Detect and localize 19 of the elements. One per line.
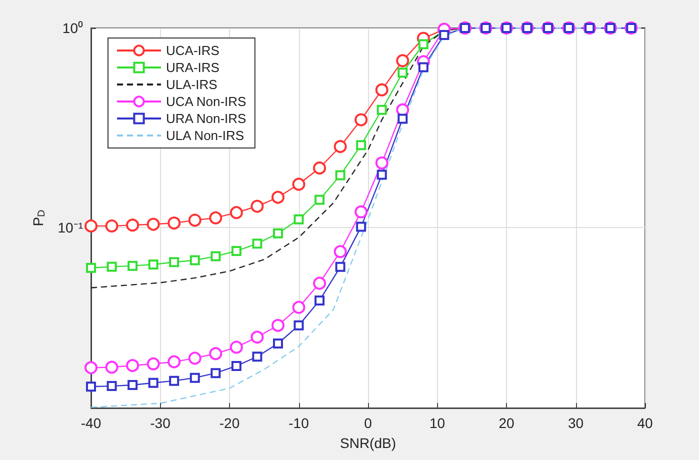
x-tick-label: -10 xyxy=(288,415,310,431)
x-tick-label: 20 xyxy=(498,415,514,431)
x-tick-label: 0 xyxy=(364,415,372,431)
x-tick-label: 10 xyxy=(429,415,446,431)
legend-label: ULA-IRS xyxy=(166,77,218,92)
legend-label: UCA-IRS xyxy=(166,43,220,58)
x-tick-label: -20 xyxy=(219,415,240,431)
y-tick-label: 10⁰ xyxy=(62,20,83,36)
y-tick-label: 10⁻¹ xyxy=(58,220,84,236)
legend-label: UCA Non-IRS xyxy=(166,94,247,109)
x-tick-label: -40 xyxy=(80,415,102,431)
x-tick-label: 40 xyxy=(637,415,653,431)
y-axis-title: PD xyxy=(30,210,48,226)
legend-label: ULA Non-IRS xyxy=(166,128,244,143)
x-axis-title: SNR(dB) xyxy=(340,435,396,451)
legend-label: URA-IRS xyxy=(166,60,220,75)
x-tick-label: -30 xyxy=(150,415,171,431)
legend-label: URA Non-IRS xyxy=(166,111,247,126)
x-tick-label: 30 xyxy=(568,415,584,431)
